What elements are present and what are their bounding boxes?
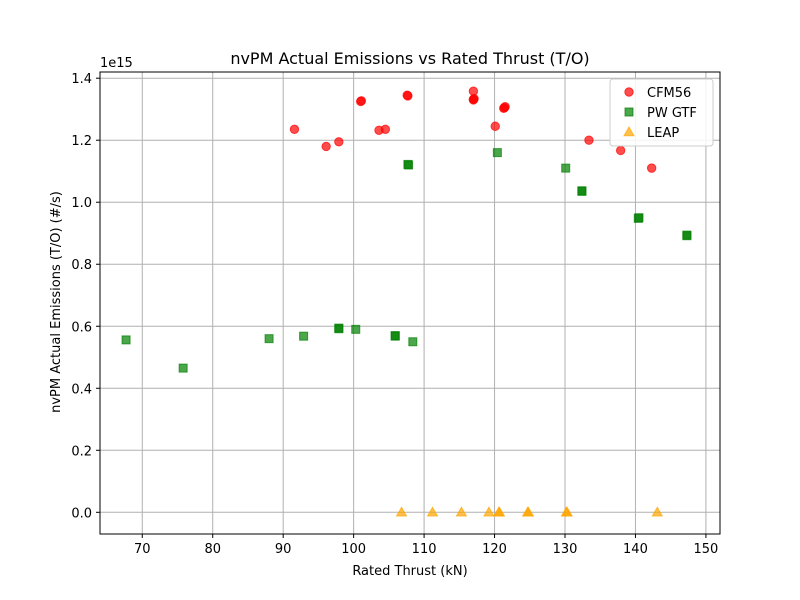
legend-marker <box>624 107 634 117</box>
x-tick-label: 70 <box>134 542 151 557</box>
data-point <box>356 96 367 106</box>
y-tick-label: 1.0 <box>71 196 92 211</box>
data-point <box>351 324 361 334</box>
y-tick-label: 0.4 <box>71 382 92 397</box>
data-point <box>321 141 331 152</box>
series-cfm56 <box>289 86 657 173</box>
data-point <box>121 335 131 345</box>
x-tick-label: 90 <box>275 542 292 557</box>
y-offset-label: 1e15 <box>100 56 133 71</box>
data-point <box>522 506 535 517</box>
x-tick-label: 120 <box>482 542 507 557</box>
data-point <box>380 124 391 135</box>
y-tick-label: 1.2 <box>71 134 92 149</box>
x-tick-label: 100 <box>341 542 366 557</box>
data-point <box>468 95 479 105</box>
legend-marker <box>624 87 634 97</box>
data-point <box>577 186 587 196</box>
chart-title: nvPM Actual Emissions vs Rated Thrust (T… <box>230 49 589 68</box>
y-tick-label: 0.2 <box>71 444 92 459</box>
x-tick-label: 110 <box>412 542 437 557</box>
y-tick-label: 0.0 <box>71 506 92 521</box>
data-point <box>499 103 509 113</box>
data-points <box>121 86 692 517</box>
legend-marker <box>623 125 635 137</box>
data-point <box>390 331 400 341</box>
legend-box <box>609 78 714 147</box>
data-point <box>483 506 495 517</box>
y-tick-label: 1.4 <box>71 72 92 87</box>
data-point <box>584 135 594 145</box>
data-point <box>646 163 657 173</box>
data-point <box>615 145 626 156</box>
data-point <box>289 124 300 135</box>
data-point <box>299 331 309 341</box>
legend-label: LEAP <box>647 126 679 141</box>
data-point <box>334 324 344 334</box>
legend: CFM56 PW GTF LEAP <box>609 78 714 147</box>
data-point <box>264 334 274 344</box>
x-tick-label: 140 <box>623 542 648 557</box>
series-leap <box>395 506 664 517</box>
data-point <box>493 506 506 517</box>
axis-ticks: 70 80 90 100 110 120 130 140 150 0.0 0.2 0.4 0.6 0.8 1… <box>71 72 718 557</box>
plot-frame <box>99 71 721 535</box>
data-point <box>403 91 413 101</box>
data-point <box>426 506 439 517</box>
data-point <box>490 121 500 131</box>
x-axis-label: Rated Thrust (kN) <box>352 564 467 579</box>
data-point <box>334 137 344 147</box>
data-point <box>634 213 644 223</box>
data-point <box>178 363 188 373</box>
x-tick-label: 130 <box>553 542 578 557</box>
data-point <box>455 506 468 517</box>
data-point <box>561 163 571 173</box>
y-tick-label: 0.8 <box>71 258 92 273</box>
x-tick-label: 150 <box>693 542 718 557</box>
data-point <box>492 148 502 158</box>
y-tick-label: 0.6 <box>71 320 92 335</box>
data-point <box>651 506 664 517</box>
data-point <box>395 506 408 517</box>
y-axis-label: nvPM Actual Emissions (T/O) (#/s) <box>49 191 64 413</box>
legend-label: PW GTF <box>647 106 697 121</box>
legend-label: CFM56 <box>647 86 691 101</box>
data-point <box>404 160 414 170</box>
grid <box>100 72 720 534</box>
data-point <box>561 506 573 517</box>
data-point <box>682 230 692 240</box>
data-point <box>408 337 418 347</box>
x-tick-label: 80 <box>204 542 221 557</box>
series-pw-gtf <box>121 148 692 373</box>
